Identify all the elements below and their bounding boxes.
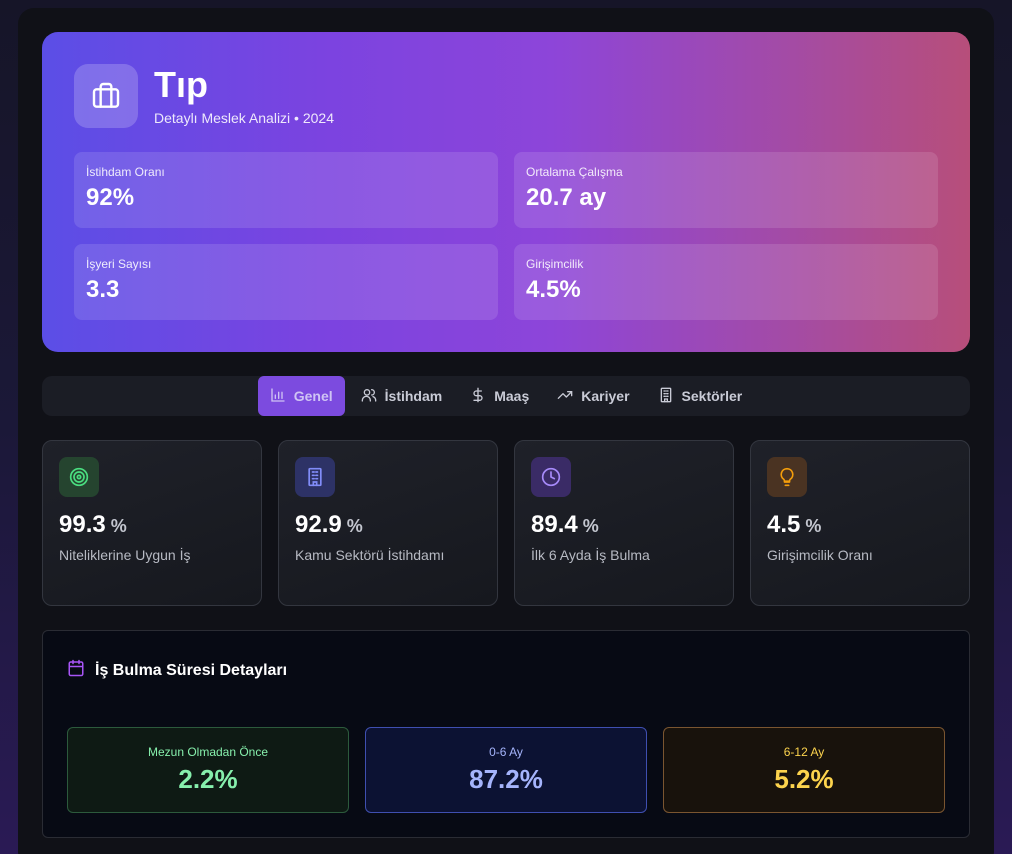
tab-maas[interactable]: Maaş [458, 376, 541, 416]
kpi-label: İlk 6 Ayda İş Bulma [531, 547, 650, 563]
duration-box-6-12-months: 6-12 Ay 5.2% [663, 727, 945, 813]
duration-label: 0-6 Ay [489, 745, 523, 759]
stat-value: 3.3 [86, 276, 120, 303]
tab-kariyer[interactable]: Kariyer [545, 376, 641, 416]
kpi-unit: % [346, 516, 363, 536]
kpi-card-qualified-job: 99.3% Niteliklerine Uygun İş [42, 440, 262, 606]
briefcase-icon [74, 64, 138, 128]
stat-label: Girişimcilik [526, 257, 584, 271]
bar-chart-icon [270, 387, 286, 406]
page-title: Tıp [154, 64, 208, 105]
stat-value: 20.7 ay [526, 184, 607, 211]
duration-value: 2.2% [178, 764, 238, 794]
stat-entrepreneurship: Girişimcilik 4.5% [514, 244, 938, 320]
stat-value: 4.5% [526, 276, 581, 303]
kpi-card-public-sector: 92.9% Kamu Sektörü İstihdamı [278, 440, 498, 606]
stat-label: İşyeri Sayısı [86, 257, 152, 271]
calendar-icon [67, 659, 85, 682]
duration-value: 5.2% [774, 764, 834, 794]
stat-label: Ortalama Çalışma [526, 165, 623, 179]
job-search-duration-section: İş Bulma Süresi Detayları Mezun Olmadan … [42, 630, 970, 838]
kpi-card-first-six-months: 89.4% İlk 6 Ayda İş Bulma [514, 440, 734, 606]
clock-icon [531, 457, 571, 497]
main-panel: Tıp Detaylı Meslek Analizi • 2024 İstihd… [18, 8, 994, 854]
kpi-unit: % [582, 516, 599, 536]
page-subtitle: Detaylı Meslek Analizi • 2024 [154, 110, 334, 126]
tab-label: Sektörler [681, 388, 743, 404]
section-title-text: İş Bulma Süresi Detayları [95, 661, 288, 679]
building-icon [658, 387, 674, 406]
kpi-label: Niteliklerine Uygun İş [59, 547, 191, 563]
target-icon [59, 457, 99, 497]
duration-box-0-6-months: 0-6 Ay 87.2% [365, 727, 647, 813]
tab-label: Genel [293, 388, 333, 404]
tab-label: Maaş [494, 388, 530, 404]
profession-header: Tıp Detaylı Meslek Analizi • 2024 İstihd… [42, 32, 970, 352]
duration-box-before-graduation: Mezun Olmadan Önce 2.2% [67, 727, 349, 813]
stat-average-work: Ortalama Çalışma 20.7 ay [514, 152, 938, 228]
tab-label: Kariyer [581, 388, 630, 404]
dollar-icon [470, 387, 486, 406]
kpi-unit: % [110, 516, 127, 536]
tab-sektorler[interactable]: Sektörler [646, 376, 755, 416]
kpi-unit: % [805, 516, 822, 536]
stat-workplace-count: İşyeri Sayısı 3.3 [74, 244, 498, 320]
lightbulb-icon [767, 457, 807, 497]
kpi-label: Girişimcilik Oranı [767, 547, 873, 563]
kpi-value: 89.4% [531, 511, 599, 538]
kpi-label: Kamu Sektörü İstihdamı [295, 547, 445, 563]
duration-label: 6-12 Ay [783, 745, 825, 759]
stat-employment-rate: İstihdam Oranı 92% [74, 152, 498, 228]
trending-up-icon [557, 387, 573, 406]
kpi-card-entrepreneurship: 4.5% Girişimcilik Oranı [750, 440, 970, 606]
tab-label: İstihdam [384, 388, 443, 404]
section-title: İş Bulma Süresi Detayları [67, 659, 287, 682]
kpi-value: 99.3% [59, 511, 127, 538]
tab-genel[interactable]: Genel [257, 376, 345, 416]
duration-label: Mezun Olmadan Önce [147, 745, 269, 759]
stat-value: 92% [86, 184, 135, 211]
duration-value: 87.2% [469, 764, 543, 794]
tab-istihdam[interactable]: İstihdam [349, 376, 455, 416]
stat-label: İstihdam Oranı [86, 165, 165, 179]
kpi-value: 4.5% [767, 511, 822, 538]
building-icon [295, 457, 335, 497]
tab-bar: Genel İstihdam Maaş Kariyer Sektörler [42, 376, 970, 416]
kpi-value: 92.9% [295, 511, 363, 538]
users-icon [361, 387, 377, 406]
